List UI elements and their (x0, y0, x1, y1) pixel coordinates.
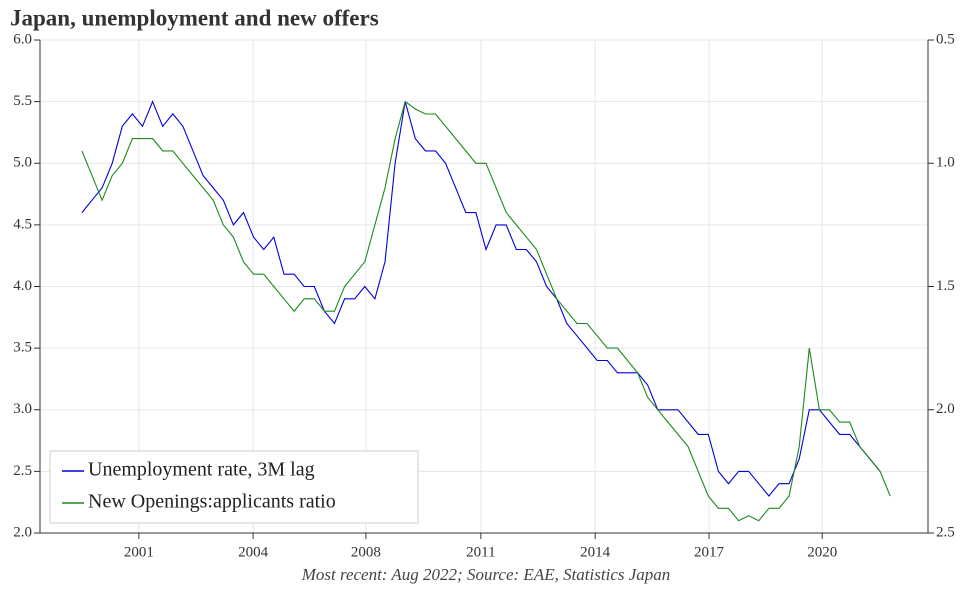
y-tick-label: 5.5 (13, 93, 32, 109)
y-tick-label: 3.5 (13, 340, 32, 356)
x-tick-label: 2014 (580, 544, 611, 560)
chart-title: Japan, unemployment and new offers (10, 5, 379, 30)
x-tick-label: 2008 (351, 544, 381, 560)
y-tick-label: 6.0 (13, 31, 32, 47)
x-tick-label: 2001 (124, 544, 154, 560)
x-tick-label: 2017 (694, 544, 725, 560)
y-tick-label: 5.0 (13, 155, 32, 171)
x-tick-label: 2020 (807, 544, 837, 560)
legend-box (49, 450, 419, 524)
y-tick-label: 2.5 (13, 463, 32, 479)
y-tick-label: 4.5 (13, 216, 32, 232)
series-line (81, 100, 891, 522)
y-tick-label: 2.0 (13, 524, 32, 540)
y2-tick-label: 2.0 (936, 401, 955, 417)
y2-tick-label: 1.5 (936, 278, 955, 294)
x-tick-label: 2004 (238, 544, 269, 560)
y2-tick-label: 0.5 (936, 31, 955, 47)
series-line (81, 100, 881, 497)
legend-label: New Openings:applicants ratio (88, 491, 336, 513)
y-tick-label: 3.0 (13, 401, 32, 417)
y2-tick-label: 2.5 (936, 524, 955, 540)
footnote: Most recent: Aug 2022; Source: EAE, Stat… (301, 565, 671, 584)
x-tick-label: 2011 (466, 544, 495, 560)
y2-tick-label: 1.0 (936, 155, 955, 171)
y-tick-label: 4.0 (13, 278, 32, 294)
legend-label: Unemployment rate, 3M lag (88, 459, 315, 481)
